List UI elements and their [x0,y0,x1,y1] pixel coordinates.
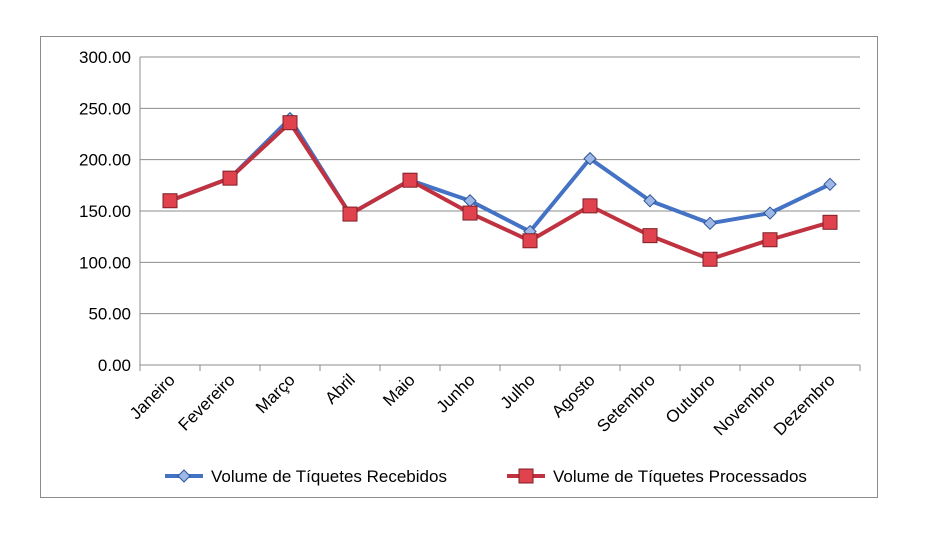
data-point-series-1 [823,177,837,192]
x-category-label: Janeiro [126,370,179,423]
data-point-series-2 [282,115,298,131]
y-tick-label: 200.00 [79,151,131,170]
legend-marker [518,468,534,484]
legend-label: Volume de Tíquetes Processados [553,467,807,486]
data-point-series-2 [762,232,778,248]
data-point-series-1 [703,216,717,231]
data-point-series-2 [162,193,178,209]
x-category-label: Novembro [710,370,779,439]
data-point-series-2 [522,233,538,249]
data-point-series-2 [402,172,418,188]
x-category-label: Março [252,370,299,417]
series-line-1 [169,116,831,234]
legend-label: Volume de Tíquetes Recebidos [211,467,447,486]
data-point-series-2 [462,205,478,221]
data-point-series-1 [583,151,597,166]
data-point-series-2 [822,214,838,230]
x-category-label: Maio [379,370,418,409]
data-point-series-2 [342,206,358,222]
data-point-series-2 [582,198,598,214]
y-tick-label: 50.00 [88,305,131,324]
x-category-label: Abril [321,370,358,407]
series-line-2 [169,120,831,262]
data-point-series-1 [643,194,657,208]
legend-marker [177,469,191,483]
y-tick-label: 150.00 [79,202,131,221]
data-point-series-2 [702,251,718,267]
y-tick-label: 300.00 [79,48,131,67]
x-category-label: Setembro [593,370,659,436]
x-category-label: Agosto [548,370,599,421]
x-category-label: Junho [433,370,479,416]
data-point-series-1 [763,206,777,220]
chart-frame [40,36,878,498]
x-category-label: Julho [497,370,539,412]
x-category-label: Fevereiro [175,370,239,434]
x-category-label: Dezembro [770,370,839,439]
x-category-label: Outubro [662,370,719,427]
y-tick-label: 0.00 [98,356,131,375]
data-point-series-2 [642,228,658,244]
y-tick-label: 250.00 [79,99,131,118]
y-tick-label: 100.00 [79,253,131,272]
data-point-series-2 [222,170,238,186]
